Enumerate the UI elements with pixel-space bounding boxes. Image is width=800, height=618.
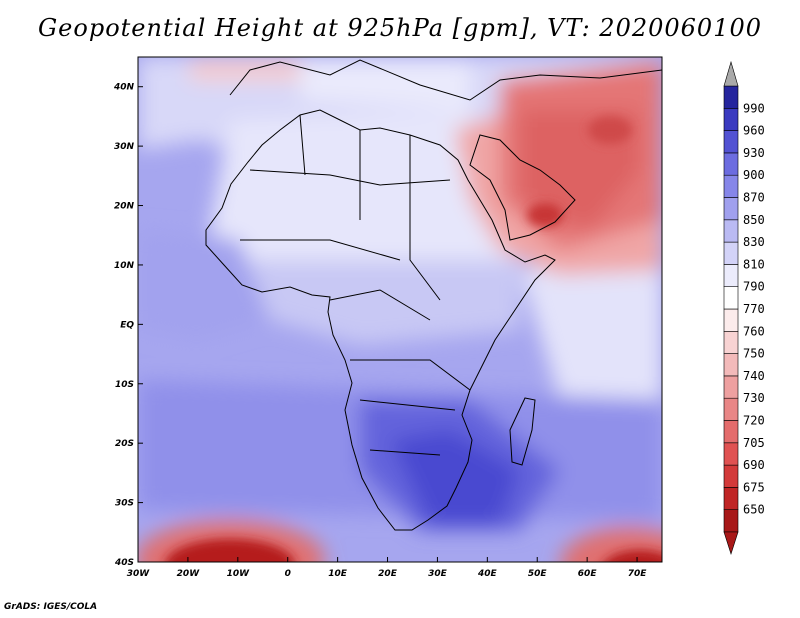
field-cores — [165, 116, 662, 562]
latitude-axis: 40S 30S 20S 10S EQ 10N 20N 30N 40N — [113, 83, 143, 568]
colorbar-label: 720 — [743, 414, 765, 428]
height-field — [138, 57, 662, 562]
longitude-axis: 30W 20W 10W 0 10E 20E 30E 40E 50E 60E 70E — [127, 557, 647, 579]
plot-frame — [137, 56, 663, 563]
colorbar-segment — [723, 108, 739, 131]
chart-title: Geopotential Height at 925hPa [gpm], VT:… — [38, 14, 762, 42]
africa-coastline — [205, 109, 556, 531]
colorbar-label: 740 — [743, 369, 765, 383]
lat-tick-label: 20N — [114, 202, 135, 212]
colorbar-segment — [723, 219, 739, 243]
colorbar-segment — [723, 241, 739, 265]
lon-tick-label: 20W — [177, 569, 201, 579]
colorbar-under-triangle — [723, 531, 739, 555]
colorbar-label: 900 — [743, 168, 765, 182]
lat-tick-label: 10N — [114, 261, 135, 271]
lon-tick-label: 30W — [127, 569, 151, 579]
colorbar-label: 830 — [743, 235, 765, 249]
lon-tick-label: 0 — [285, 569, 291, 579]
colorbar-segment — [723, 152, 739, 176]
madagascar — [509, 397, 536, 466]
colorbar-over-triangle — [723, 60, 739, 87]
colorbar-segment — [723, 130, 739, 154]
lon-tick-label: 70E — [628, 569, 648, 579]
arabia-coast — [469, 134, 576, 241]
colorbar-segment — [723, 264, 739, 287]
colorbar-segment — [723, 464, 739, 488]
colorbar-label: 990 — [743, 101, 765, 115]
colorbar-label: 675 — [743, 480, 765, 494]
colorbar-segment — [723, 420, 739, 444]
colorbar-segment — [723, 197, 739, 221]
lon-tick-label: 50E — [528, 569, 548, 579]
colorbar-label: 750 — [743, 347, 765, 361]
lat-tick-label: 10S — [115, 380, 134, 390]
footer-credit: GrADS: IGES/COLA — [4, 602, 98, 612]
lat-tick-label: 30N — [114, 142, 135, 152]
colorbar-segment — [723, 174, 739, 198]
colorbar-label: 850 — [743, 213, 765, 227]
colorbar-label: 790 — [743, 280, 765, 294]
colorbar-label: 810 — [743, 257, 765, 271]
colorbar-label: 960 — [743, 124, 765, 138]
colorbar-segment — [723, 286, 739, 310]
lat-tick-label: 20S — [115, 439, 134, 449]
colorbar-segment — [723, 85, 739, 109]
colorbar-segment — [723, 353, 739, 377]
lat-tick-label: 30S — [115, 499, 134, 509]
colorbar-label: 760 — [743, 324, 765, 338]
lon-tick-label: 10E — [328, 569, 348, 579]
colorbar-segment — [723, 442, 739, 466]
colorbar-segment — [723, 308, 739, 332]
europe-coast — [229, 59, 662, 101]
colorbar-label: 650 — [743, 503, 765, 517]
lat-tick-label: 40S — [114, 558, 134, 568]
colorbar-segment — [723, 509, 739, 533]
coastlines — [205, 59, 662, 531]
country-borders — [240, 114, 471, 456]
colorbar-label: 770 — [743, 302, 765, 316]
lat-tick-label: 40N — [113, 83, 135, 93]
lat-tick-label: EQ — [120, 320, 134, 330]
colorbar-segment — [723, 375, 739, 399]
lon-tick-label: 30E — [428, 569, 448, 579]
colorbar-label: 930 — [743, 146, 765, 160]
colorbar-segment — [723, 487, 739, 510]
colorbar: 650 675 690 705 720 730 740 750 760 770 790 810 830 8… — [723, 60, 765, 555]
lon-tick-label: 60E — [578, 569, 598, 579]
lon-tick-label: 10W — [227, 569, 251, 579]
colorbar-segment — [723, 330, 739, 354]
colorbar-segment — [723, 397, 739, 421]
colorbar-label: 870 — [743, 191, 765, 205]
colorbar-label: 730 — [743, 391, 765, 405]
lon-tick-label: 40E — [477, 569, 498, 579]
colorbar-label: 705 — [743, 436, 765, 450]
lon-tick-label: 20E — [378, 569, 398, 579]
colorbar-label: 690 — [743, 458, 765, 472]
